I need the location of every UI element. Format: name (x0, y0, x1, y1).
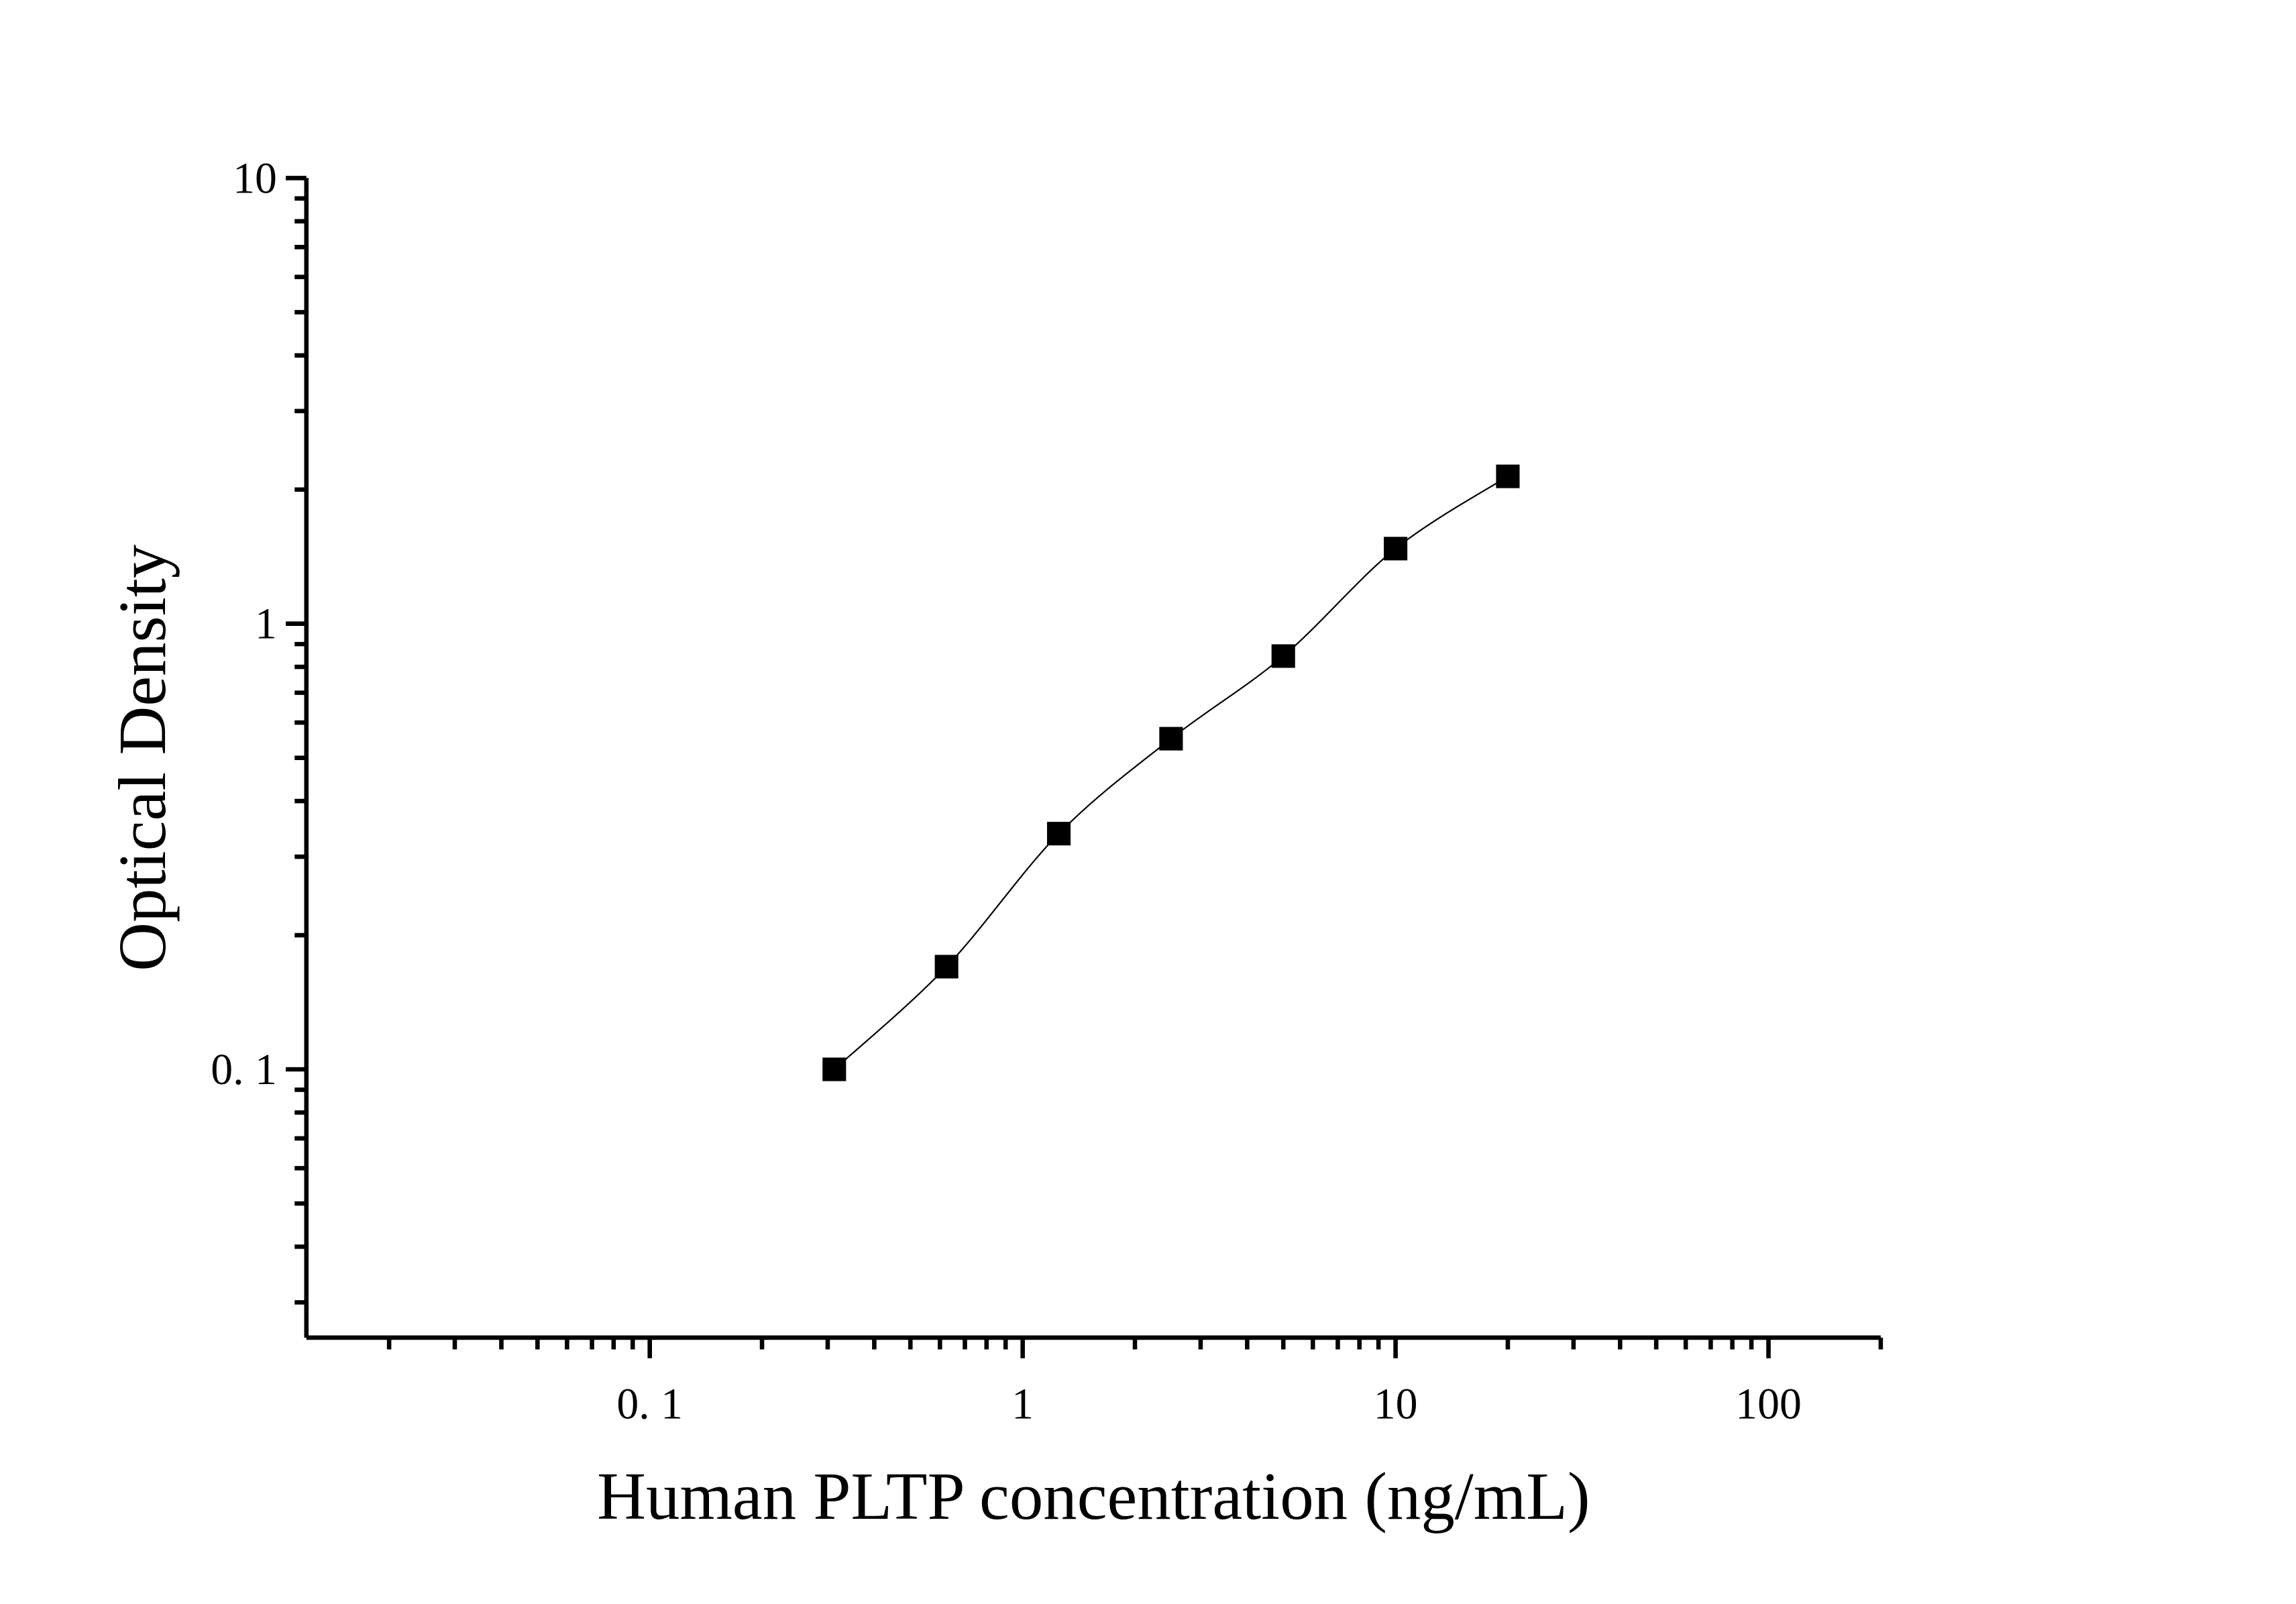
y-axis-label: Optical Density (105, 544, 180, 971)
data-points (822, 464, 1520, 1081)
data-point (1271, 644, 1295, 668)
data-point (1496, 464, 1520, 488)
data-point (1046, 822, 1071, 846)
y-tick-label: 10 (233, 154, 277, 203)
x-tick-label: 1 (1012, 1380, 1034, 1429)
x-tick-label: 0. 1 (616, 1380, 683, 1429)
y-tick-label: 0. 1 (211, 1045, 277, 1094)
x-axis-label: Human PLTP concentration (ng/mL) (597, 1458, 1590, 1534)
data-point (1159, 727, 1183, 751)
data-point (1384, 537, 1408, 561)
fit-curve (834, 476, 1509, 1070)
y-tick-label: 1 (255, 600, 277, 649)
data-point (822, 1057, 846, 1081)
ticks: 0. 1 1 10 100 0. 1 1 10 (211, 154, 1883, 1429)
x-tick-label: 100 (1735, 1380, 1802, 1429)
x-tick-label: 10 (1374, 1380, 1418, 1429)
data-point (934, 955, 959, 979)
axes (304, 178, 1881, 1340)
